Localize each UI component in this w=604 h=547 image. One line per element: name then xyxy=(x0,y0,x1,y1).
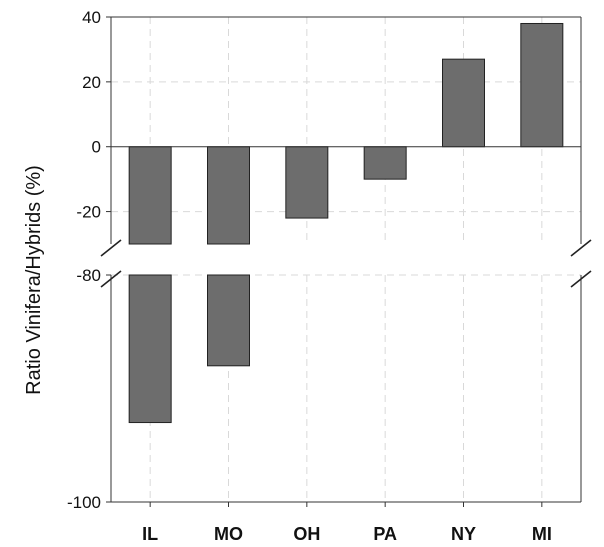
y-tick-label: -20 xyxy=(76,203,101,222)
bars xyxy=(128,22,564,424)
bar-NY xyxy=(442,58,485,148)
y-ticks: 40 20 0 -20 -80 -100 xyxy=(67,8,111,512)
axis-break-mark xyxy=(100,239,122,257)
x-tick-label-OH: OH xyxy=(293,524,320,544)
y-tick-label: -80 xyxy=(76,266,101,285)
x-categories: IL MO OH PA NY MI xyxy=(142,502,552,544)
y-tick-label: 20 xyxy=(82,73,101,92)
bar-MI xyxy=(520,22,564,148)
x-tick-label-NY: NY xyxy=(451,524,476,544)
y-tick-label: 40 xyxy=(82,8,101,27)
axis-break-mark xyxy=(570,239,592,257)
x-tick-label-MI: MI xyxy=(532,524,552,544)
axes xyxy=(100,16,592,503)
x-tick-label-MO: MO xyxy=(214,524,243,544)
bar-IL-upper xyxy=(128,146,172,245)
y-tick-label: 0 xyxy=(92,138,101,157)
y-tick-label: -100 xyxy=(67,493,101,512)
bar-OH xyxy=(285,146,329,219)
bar-MO-lower xyxy=(207,274,250,367)
axis-break-mark xyxy=(570,270,592,288)
x-tick-label-PA: PA xyxy=(373,524,397,544)
axis-break-mark xyxy=(100,270,122,288)
y-axis-title: Ratio Vinifera/Hybrids (%) xyxy=(23,165,45,395)
x-tick-label-IL: IL xyxy=(142,524,158,544)
grid-lines xyxy=(111,16,581,502)
bar-PA xyxy=(363,146,407,180)
bar-MO-upper xyxy=(207,146,250,245)
bar-IL-lower xyxy=(128,274,172,424)
